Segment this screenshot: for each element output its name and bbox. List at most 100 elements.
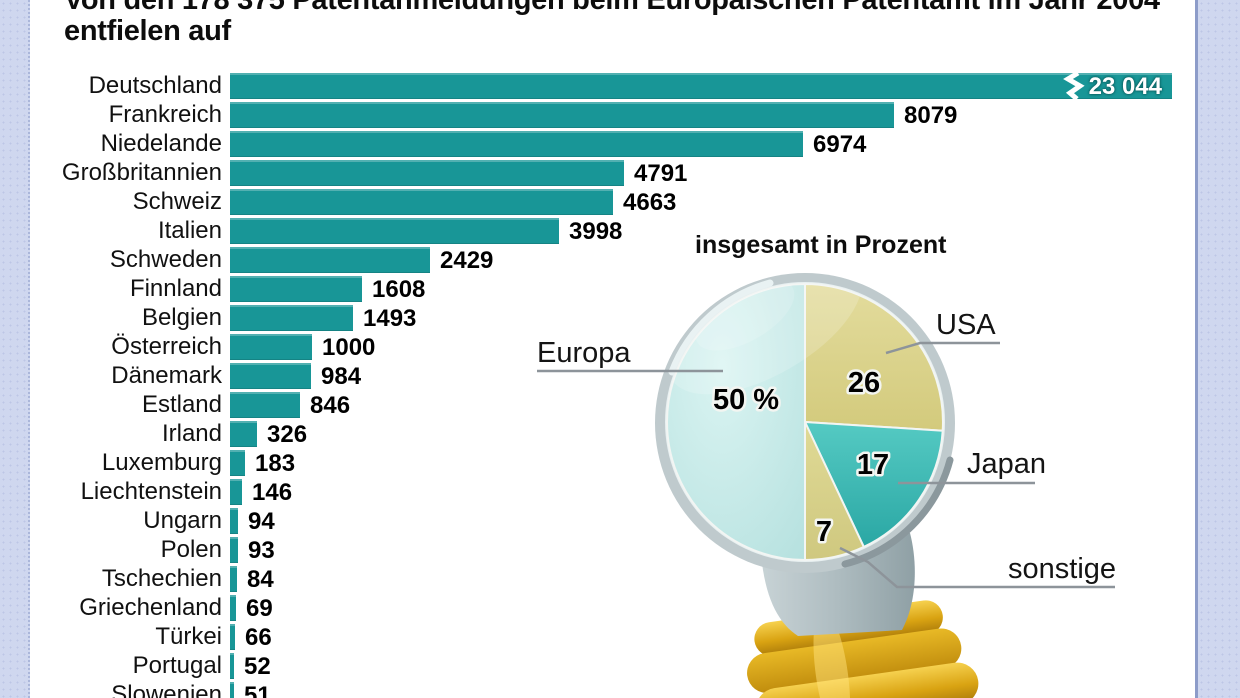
bar-label: Ungarn — [143, 507, 222, 534]
bar-row: Ungarn 94 — [0, 507, 1240, 536]
bar-label: Italien — [157, 217, 222, 244]
bar — [230, 392, 300, 418]
japan-label: Japan — [967, 448, 1046, 480]
bar — [230, 218, 559, 244]
sonstige-label: sonstige — [1008, 553, 1116, 585]
bar-value: 52 — [244, 653, 271, 680]
bar — [230, 305, 353, 331]
bar — [230, 595, 236, 621]
left-margin-strip — [0, 0, 30, 698]
bar-label: Österreich — [111, 333, 222, 360]
bar-label: Polen — [160, 536, 222, 563]
bar-row: Slowenien 51 — [0, 682, 1240, 698]
bar-label: Irland — [161, 420, 222, 447]
bar-label: Belgien — [141, 304, 222, 331]
bar-row: Schweden 2429 — [0, 246, 1240, 275]
bar — [230, 682, 234, 698]
bar-label: Estland — [141, 391, 222, 418]
bar-value: 2429 — [440, 247, 494, 274]
bar-row: Österreich 1000 — [0, 333, 1240, 362]
bar-label: Deutschland — [88, 72, 222, 99]
sonstige-leader-line — [839, 546, 1115, 589]
bar — [230, 421, 257, 447]
bar — [230, 334, 312, 360]
bar-label: Schweden — [109, 246, 222, 273]
sonstige-value: 7 — [816, 516, 832, 548]
bar-value: 4663 — [623, 189, 677, 216]
glass-sheen — [668, 284, 862, 395]
bar-row: Frankreich 8079 — [0, 102, 1240, 130]
bar-value: 94 — [248, 508, 275, 535]
bar-value: 8079 — [904, 102, 958, 129]
usa-label: USA — [936, 309, 996, 341]
bar-break-icon — [1063, 73, 1085, 99]
bar — [230, 247, 430, 273]
bar-label: Griechenland — [79, 594, 222, 621]
europa-label: Europa — [537, 337, 631, 369]
bar-row: Luxemburg 183 — [0, 450, 1240, 478]
bar-row: Portugal 52 — [0, 652, 1240, 681]
bar — [230, 537, 238, 563]
bar-label: Portugal — [132, 652, 222, 679]
bar-row: Griechenland 69 — [0, 594, 1240, 623]
title-line-2: entfielen auf — [64, 15, 231, 47]
bar-row: Niedelande 6974 — [0, 130, 1240, 159]
bar — [230, 131, 803, 157]
bar-label: Slowenien — [111, 681, 222, 698]
bar-row: Türkei 66 — [0, 623, 1240, 652]
bar-value: 1608 — [372, 276, 426, 303]
bar-value: 984 — [321, 363, 362, 390]
bar-row: Dänemark 984 — [0, 362, 1240, 391]
bar — [230, 566, 237, 592]
usa-value: 26 — [848, 367, 880, 399]
japan-value: 17 — [857, 449, 889, 481]
bar-row: Estland 846 — [0, 391, 1240, 420]
bar-value: 69 — [246, 595, 273, 622]
bar-row: Tschechien 84 — [0, 565, 1240, 594]
bulb-illustration: insgesamt in Prozent Europa USA Japan so… — [537, 231, 1116, 698]
bar — [230, 653, 234, 679]
bar-row: Polen 93 — [0, 536, 1240, 565]
bar-row: Großbritannien 4791 — [0, 159, 1240, 188]
bar-label: Finnland — [129, 275, 222, 302]
page-title: Von den 178 375 Patentanmeldungen beim E… — [64, 0, 1204, 48]
pie-slice-japan — [804, 421, 944, 548]
bar-value: 1000 — [322, 334, 376, 361]
bar — [230, 450, 245, 476]
bar — [230, 624, 235, 650]
bar — [230, 508, 238, 534]
bar-label: Dänemark — [111, 362, 222, 389]
bar-label: Großbritannien — [61, 159, 222, 186]
europa-value: 50 % — [713, 384, 779, 416]
bar-value: 6974 — [813, 131, 867, 158]
bar — [230, 160, 624, 186]
bar-row: Liechtenstein 146 — [0, 478, 1240, 507]
bar-value: 1493 — [363, 305, 417, 332]
bar-value: 84 — [247, 566, 274, 593]
bar-row: Italien 3998 — [0, 217, 1240, 246]
usa-leader-line — [885, 341, 1000, 355]
bar-value: 326 — [267, 421, 308, 448]
title-line-1: Von den 178 375 Patentanmeldungen beim E… — [64, 0, 1160, 16]
pie-slice-usa — [804, 283, 944, 432]
bar-row: Schweiz 4663 — [0, 189, 1240, 217]
pie-slice-sonstige — [804, 421, 865, 562]
pie-slice-europa — [666, 283, 806, 561]
bar-value: 51 — [244, 682, 271, 698]
bar-value: 146 — [252, 479, 293, 506]
bar-label: Türkei — [155, 623, 222, 650]
bar — [230, 276, 362, 302]
bar-label: Tschechien — [101, 565, 222, 592]
bar-label: Liechtenstein — [80, 478, 222, 505]
bar-label: Niedelande — [100, 130, 222, 157]
bar-value: 3998 — [569, 218, 623, 245]
bar-row: Finnland 1608 — [0, 275, 1240, 304]
bar-value: 93 — [248, 537, 275, 564]
bar-row: Irland 326 — [0, 420, 1240, 449]
pie-title: insgesamt in Prozent — [695, 231, 947, 259]
bar-value: 846 — [310, 392, 351, 419]
bar — [230, 479, 242, 505]
bar-value: 23 044 — [1088, 73, 1162, 100]
